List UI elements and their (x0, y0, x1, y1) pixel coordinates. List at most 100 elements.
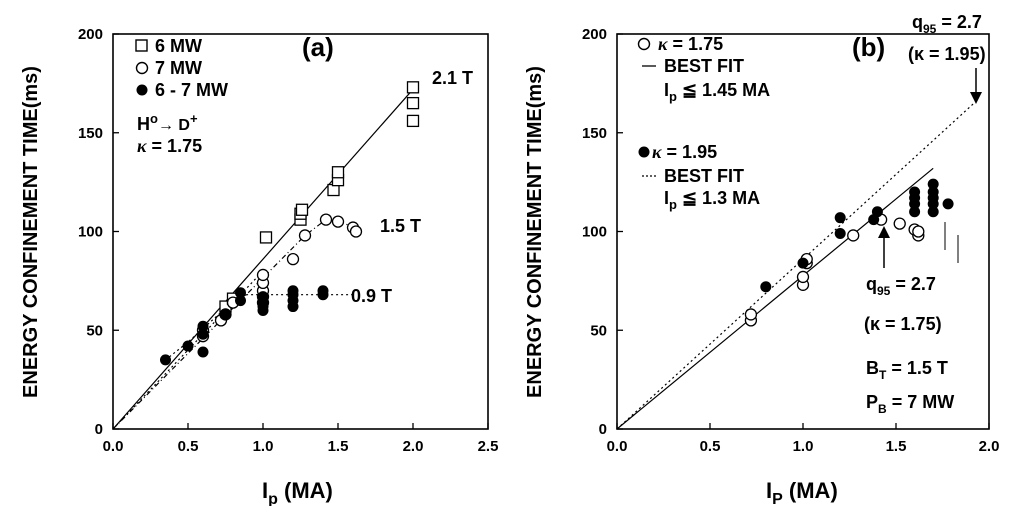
b-legend-kappa-175: κ = 1.75 (658, 34, 723, 54)
b-filled-circle-point (797, 257, 809, 269)
a-filled-circle-point (287, 285, 299, 297)
a-open-circle-point (349, 225, 363, 238)
b-legend-filled-circle-icon (638, 146, 650, 158)
a-label-0-9T: 0.9 T (351, 286, 392, 306)
b-y-tick-label: 0 (599, 421, 607, 438)
b-filled-circle-point (834, 212, 846, 224)
b-filled-circle-point (834, 227, 846, 239)
a-tick-group: 0.0 0.5 1.0 1.5 2.0 2.5 0 50 100 150 200 (78, 26, 498, 455)
b-y-tick-label: 100 (582, 224, 607, 241)
a-legend-6mw: 6 MW (155, 36, 202, 56)
a-kappa-annotation: κ = 1.75 (137, 136, 202, 156)
b-open-circle-point (893, 217, 906, 230)
a-legend-7mw: 7 MW (155, 58, 202, 78)
b-filled-circle-point (927, 178, 939, 190)
b-x-tick-label: 1.5 (886, 438, 907, 455)
b-fit-line (616, 102, 975, 430)
b-q95-top: q95 = 2.7 (912, 12, 982, 36)
a-x-tick-label: 0.5 (178, 438, 199, 455)
a-y-tick-label: 150 (78, 125, 103, 142)
a-filled-circle-point (160, 354, 171, 366)
a-filled-circle-point (257, 291, 269, 303)
a-legend-6-7mw: 6 - 7 MW (155, 80, 228, 100)
a-y-tick-label: 100 (78, 224, 103, 241)
b-legend-kappa-195: κ = 1.95 (652, 142, 717, 162)
panel-a: 0.0 0.5 1.0 1.5 2.0 2.5 0 50 100 150 200 ENERGY CO… (20, 26, 498, 506)
a-square-point (331, 166, 345, 179)
a-legend-open-circle-icon (135, 61, 149, 75)
b-filled-circle-point (909, 206, 921, 218)
b-open-circle-point (796, 270, 810, 284)
b-data-marks (744, 178, 954, 327)
a-y-tick-label: 50 (86, 322, 103, 339)
b-arrow-top-head (970, 92, 982, 104)
b-x-tick-label: 0.5 (700, 438, 721, 455)
b-filled-circle-point (909, 186, 921, 198)
b-legend-fit-195: BEST FIT (664, 166, 744, 186)
a-square-point (259, 231, 273, 244)
a-filled-circle-point (235, 295, 246, 307)
b-y-tick-label: 200 (582, 26, 607, 43)
a-open-circle-point (286, 252, 300, 266)
a-legend-filled-circle-icon (136, 84, 148, 96)
a-x-tick-label: 0.0 (103, 438, 124, 455)
a-x-tick-label: 2.0 (403, 438, 424, 455)
b-x-tick-label: 1.0 (793, 438, 814, 455)
b-legend-open-circle-icon (637, 37, 651, 51)
a-fit-line (112, 88, 414, 430)
a-fit-line (112, 218, 358, 430)
b-open-circle-point (912, 225, 925, 238)
b-legend-fit-175: BEST FIT (664, 56, 744, 76)
b-filled-circle-point (942, 198, 954, 210)
b-x-tick-label: 2.0 (979, 438, 1000, 455)
b-q95-top-kappa: (κ = 1.95) (908, 44, 986, 64)
a-beam-annotation: Ho→ D+ (137, 111, 198, 134)
b-panel-label: (b) (852, 32, 885, 62)
b-q95-mid-kappa: (κ = 1.75) (864, 314, 942, 334)
a-y-tick-label: 200 (78, 26, 103, 43)
a-filled-circle-point (220, 308, 231, 320)
a-filled-circle-point (235, 287, 246, 299)
b-q95-mid: q95 = 2.7 (866, 274, 936, 298)
a-open-circle-point (331, 215, 345, 228)
a-y-tick-label: 0 (95, 421, 103, 438)
b-tick-group: 0.0 0.5 1.0 1.5 2.0 0 50 100 150 200 (582, 26, 999, 455)
a-open-circle-point (298, 229, 312, 242)
a-label-1-5T: 1.5 T (380, 216, 421, 236)
a-x-tick-label: 1.0 (253, 438, 274, 455)
b-bt-annotation: BT = 1.5 T (866, 358, 948, 382)
a-panel-label: (a) (302, 32, 334, 62)
b-filled-circle-point (871, 206, 883, 218)
b-filled-circle-point (927, 186, 939, 198)
b-legend-limit-175: Ip ≦ 1.45 MA (664, 80, 770, 104)
a-data-marks (160, 81, 420, 366)
b-y-axis-label: ENERGY CONFINEMENT TIME(ms) (524, 66, 546, 398)
b-filled-circle-point (927, 206, 939, 218)
a-square-point (406, 81, 420, 94)
a-open-circle-point (256, 268, 270, 282)
a-square-point (406, 96, 420, 110)
a-filled-circle-point (197, 328, 209, 340)
a-legend-square-icon (135, 39, 148, 52)
b-open-circle-point (744, 308, 758, 321)
a-filled-circle-point (197, 320, 209, 332)
b-filled-circle-point (760, 281, 772, 293)
a-label-2-1T: 2.1 T (432, 68, 473, 88)
a-filled-circle-point (317, 285, 329, 297)
a-open-circle-point (319, 213, 333, 226)
b-x-axis-label: IP (MA) (766, 478, 838, 506)
b-open-circle-point (847, 229, 860, 242)
a-filled-circle-point (197, 346, 209, 358)
b-y-tick-label: 150 (582, 125, 607, 142)
a-x-axis-label: Ip (MA) (262, 478, 333, 506)
b-x-tick-label: 0.0 (607, 438, 628, 455)
a-x-tick-label: 1.5 (328, 438, 349, 455)
a-x-tick-label: 2.5 (478, 438, 499, 455)
b-arrow-mid-head (878, 226, 890, 238)
a-square-point (406, 114, 420, 128)
b-y-tick-label: 50 (590, 322, 607, 339)
panel-b: 0.0 0.5 1.0 1.5 2.0 0 50 100 150 200 ENERGY CONFI… (524, 12, 999, 506)
a-square-point (295, 203, 309, 216)
a-filled-circle-point (182, 340, 194, 352)
